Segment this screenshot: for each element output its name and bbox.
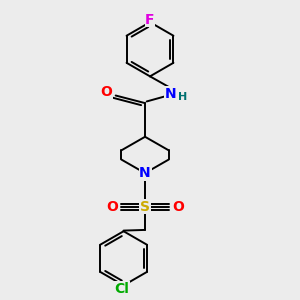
Text: O: O [100,85,112,99]
Text: S: S [140,200,150,214]
Text: N: N [165,87,176,101]
Text: Cl: Cl [115,282,129,296]
Text: O: O [106,200,118,214]
Text: O: O [172,200,184,214]
Text: N: N [139,166,151,180]
Text: F: F [145,13,155,27]
Text: H: H [178,92,188,101]
